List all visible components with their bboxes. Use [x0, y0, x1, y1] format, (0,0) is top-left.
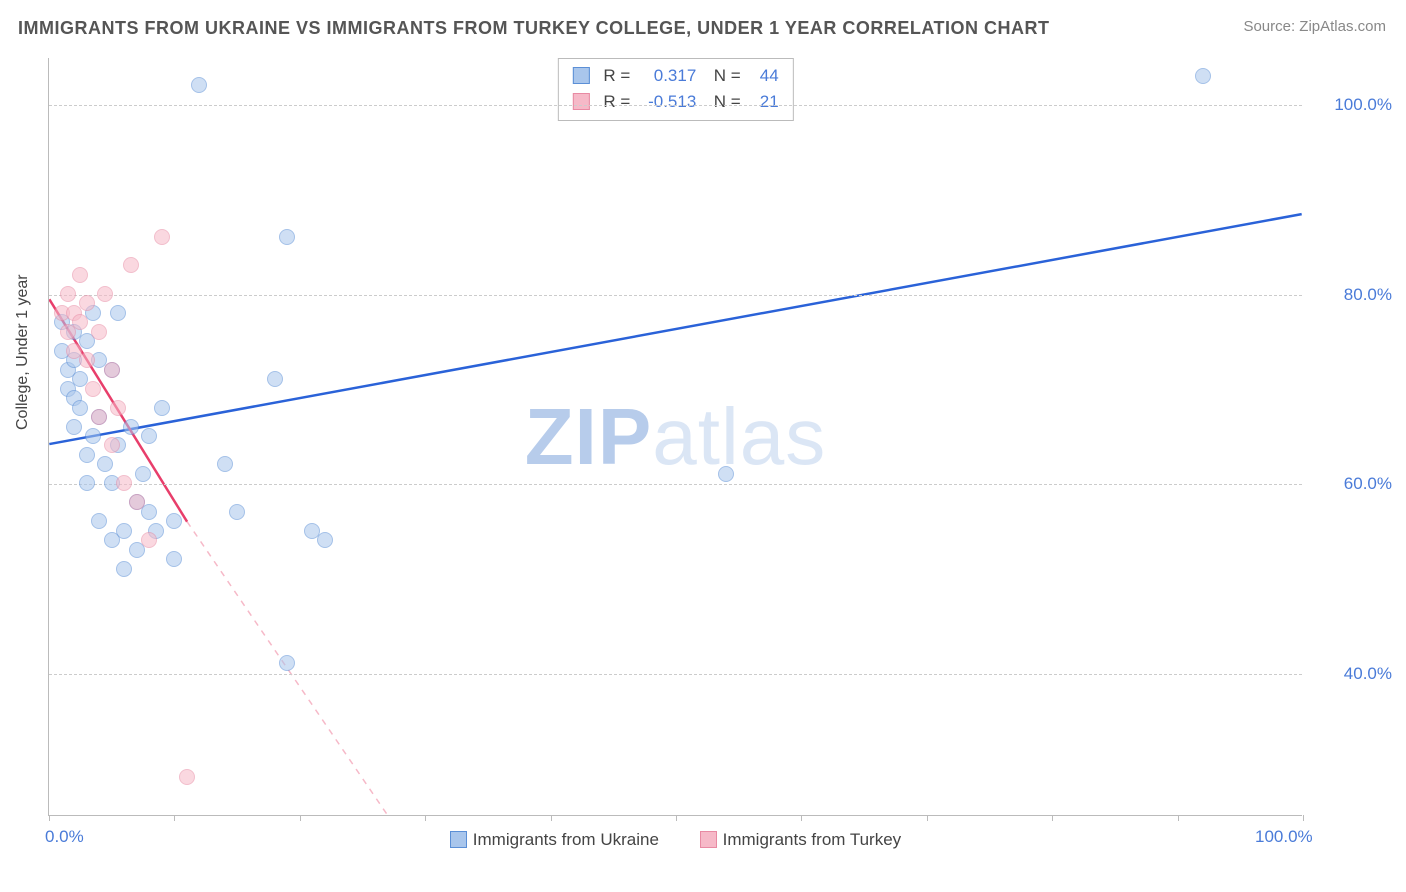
y-tick-label: 60.0%: [1312, 474, 1392, 494]
data-point-turkey: [179, 769, 195, 785]
data-point-ukraine: [91, 513, 107, 529]
trend-lines: [49, 58, 1302, 815]
r-turkey: -0.513: [638, 89, 696, 115]
x-tick-mark: [300, 815, 301, 821]
y-tick-label: 100.0%: [1312, 95, 1392, 115]
data-point-ukraine: [317, 532, 333, 548]
data-point-turkey: [85, 381, 101, 397]
x-tick-mark: [1178, 815, 1179, 821]
data-point-ukraine: [97, 456, 113, 472]
data-point-ukraine: [1195, 68, 1211, 84]
legend-swatch-turkey: [700, 831, 717, 848]
legend-item-ukraine: Immigrants from Ukraine: [450, 830, 659, 850]
chart-title: IMMIGRANTS FROM UKRAINE VS IMMIGRANTS FR…: [18, 18, 1050, 39]
gridline-h: [49, 484, 1302, 485]
data-point-turkey: [72, 267, 88, 283]
data-point-turkey: [129, 494, 145, 510]
data-point-turkey: [97, 286, 113, 302]
data-point-ukraine: [229, 504, 245, 520]
x-tick-mark: [801, 815, 802, 821]
x-tick-mark: [927, 815, 928, 821]
data-point-ukraine: [279, 229, 295, 245]
correlation-legend: R = 0.317 N = 44 R = -0.513 N = 21: [557, 58, 793, 121]
x-tick-mark: [1052, 815, 1053, 821]
data-point-ukraine: [85, 428, 101, 444]
gridline-h: [49, 295, 1302, 296]
data-point-ukraine: [135, 466, 151, 482]
data-point-turkey: [110, 400, 126, 416]
data-point-ukraine: [191, 77, 207, 93]
data-point-ukraine: [718, 466, 734, 482]
watermark-part2: atlas: [652, 392, 826, 481]
data-point-turkey: [104, 362, 120, 378]
n-ukraine: 44: [749, 63, 779, 89]
data-point-ukraine: [154, 400, 170, 416]
legend-label-ukraine: Immigrants from Ukraine: [473, 830, 659, 850]
series-legend: Immigrants from Ukraine Immigrants from …: [49, 830, 1302, 854]
data-point-turkey: [60, 286, 76, 302]
legend-item-turkey: Immigrants from Turkey: [700, 830, 902, 850]
trend-line: [49, 214, 1301, 444]
x-tick-mark: [174, 815, 175, 821]
data-point-ukraine: [141, 428, 157, 444]
data-point-turkey: [104, 437, 120, 453]
data-point-ukraine: [166, 513, 182, 529]
x-tick-label: 100.0%: [1255, 827, 1313, 847]
data-point-ukraine: [116, 561, 132, 577]
swatch-ukraine: [572, 67, 589, 84]
stats-row-ukraine: R = 0.317 N = 44: [572, 63, 778, 89]
x-tick-mark: [425, 815, 426, 821]
data-point-turkey: [79, 352, 95, 368]
source-attribution: Source: ZipAtlas.com: [1243, 18, 1386, 35]
y-tick-label: 80.0%: [1312, 285, 1392, 305]
data-point-turkey: [154, 229, 170, 245]
data-point-turkey: [79, 295, 95, 311]
gridline-h: [49, 105, 1302, 106]
legend-swatch-ukraine: [450, 831, 467, 848]
data-point-turkey: [116, 475, 132, 491]
x-tick-mark: [551, 815, 552, 821]
data-point-ukraine: [79, 475, 95, 491]
x-tick-label: 0.0%: [45, 827, 84, 847]
data-point-ukraine: [79, 447, 95, 463]
data-point-ukraine: [123, 419, 139, 435]
x-tick-mark: [676, 815, 677, 821]
legend-label-turkey: Immigrants from Turkey: [723, 830, 902, 850]
data-point-ukraine: [217, 456, 233, 472]
watermark: ZIPatlas: [525, 391, 826, 483]
data-point-turkey: [141, 532, 157, 548]
data-point-ukraine: [66, 419, 82, 435]
y-axis-label: College, Under 1 year: [14, 274, 32, 430]
x-tick-mark: [49, 815, 50, 821]
data-point-ukraine: [110, 305, 126, 321]
stats-row-turkey: R = -0.513 N = 21: [572, 89, 778, 115]
gridline-h: [49, 674, 1302, 675]
data-point-turkey: [91, 409, 107, 425]
data-point-turkey: [72, 314, 88, 330]
data-point-ukraine: [166, 551, 182, 567]
r-ukraine: 0.317: [638, 63, 696, 89]
scatter-chart: ZIPatlas R = 0.317 N = 44 R = -0.513 N =…: [48, 58, 1302, 816]
x-tick-mark: [1303, 815, 1304, 821]
data-point-ukraine: [116, 523, 132, 539]
data-point-turkey: [91, 324, 107, 340]
data-point-ukraine: [267, 371, 283, 387]
data-point-ukraine: [279, 655, 295, 671]
data-point-ukraine: [72, 400, 88, 416]
n-turkey: 21: [749, 89, 779, 115]
watermark-part1: ZIP: [525, 392, 652, 481]
swatch-turkey: [572, 93, 589, 110]
data-point-turkey: [123, 257, 139, 273]
y-tick-label: 40.0%: [1312, 664, 1392, 684]
